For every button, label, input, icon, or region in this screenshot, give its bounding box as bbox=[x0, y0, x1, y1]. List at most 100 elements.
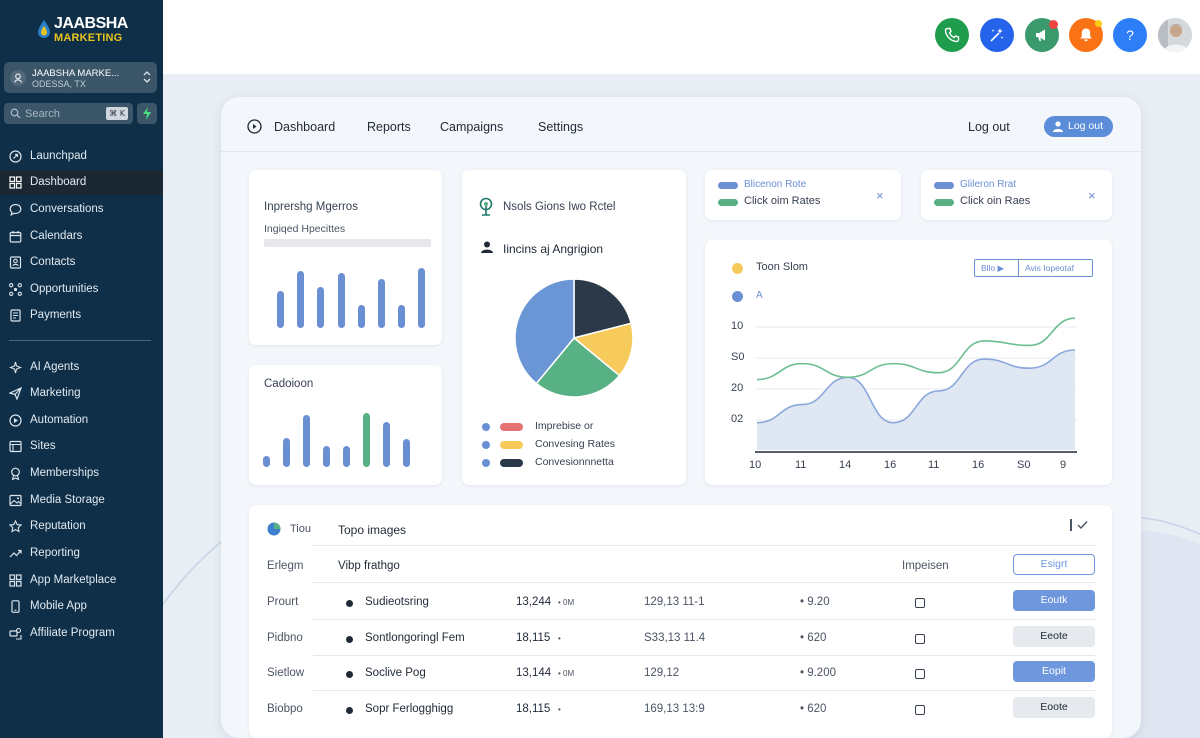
logout-button[interactable]: Log out bbox=[1044, 116, 1113, 137]
row-divider bbox=[313, 655, 1095, 656]
bar bbox=[398, 305, 406, 328]
sidebar-item-automation[interactable]: Automation bbox=[0, 408, 163, 433]
sidebar: JAABSHA MARKETING JAABSHA MARKE... ODESS… bbox=[0, 0, 163, 738]
row-name: Soclive Pog bbox=[365, 667, 426, 679]
sidebar-item-label: Memberships bbox=[30, 467, 100, 479]
sidebar-item-calendars[interactable]: Calendars bbox=[0, 224, 163, 249]
sidebar-item-contacts[interactable]: Contacts bbox=[0, 250, 163, 275]
control-left[interactable]: Bllo ▶ bbox=[981, 263, 1005, 273]
drop-icon bbox=[38, 20, 50, 38]
sidebar-item-reporting[interactable]: Reporting bbox=[0, 541, 163, 566]
quick-action-button[interactable] bbox=[137, 103, 157, 124]
row-label: Pidbno bbox=[267, 632, 303, 644]
row-divider bbox=[313, 582, 1095, 583]
brand-logo[interactable]: JAABSHA MARKETING bbox=[36, 15, 136, 47]
checkbox[interactable] bbox=[915, 634, 925, 644]
sidebar-item-label: Launchpad bbox=[30, 150, 87, 162]
phone-icon bbox=[944, 27, 960, 43]
bar bbox=[323, 446, 330, 467]
control-divider bbox=[1018, 260, 1019, 276]
rate-label: Blicenon Rote bbox=[744, 179, 807, 190]
nav-settings[interactable]: Settings bbox=[538, 120, 584, 134]
row-divider bbox=[313, 619, 1095, 620]
bullet-icon bbox=[346, 671, 353, 678]
sidebar-item-reputation[interactable]: Reputation bbox=[0, 514, 163, 539]
y-tick: S0 bbox=[731, 351, 745, 363]
row-name: Sudieotsring bbox=[365, 596, 429, 608]
sidebar-item-media-storage[interactable]: Media Storage bbox=[0, 488, 163, 513]
memberships-icon bbox=[11, 467, 20, 480]
sidebar-item-conversations[interactable]: Conversations bbox=[0, 197, 163, 222]
star-icon bbox=[9, 520, 22, 533]
x-tick: 14 bbox=[839, 459, 852, 471]
magic-button[interactable] bbox=[980, 18, 1014, 52]
nav-campaigns[interactable]: Campaigns bbox=[440, 120, 504, 134]
series-line bbox=[756, 349, 1076, 424]
notifications-button[interactable] bbox=[1069, 18, 1103, 52]
row-action-button[interactable]: Eoote bbox=[1013, 697, 1095, 718]
export-button[interactable]: Esigrt bbox=[1013, 554, 1095, 575]
row-action-button[interactable]: Eeote bbox=[1013, 626, 1095, 647]
bar bbox=[303, 415, 310, 467]
announcements-button[interactable] bbox=[1025, 18, 1059, 52]
sidebar-item-affiliate-program[interactable]: Affiliate Program bbox=[0, 621, 163, 646]
x-tick: 11 bbox=[928, 459, 940, 471]
nav-reports[interactable]: Reports bbox=[367, 120, 411, 134]
notification-dot bbox=[1049, 20, 1058, 29]
user-avatar[interactable] bbox=[1158, 18, 1192, 52]
sidebar-item-mobile-app[interactable]: Mobile App bbox=[0, 594, 163, 619]
rate-label: Glileron Rrat bbox=[960, 179, 1017, 190]
legend-dot bbox=[482, 423, 490, 431]
sidebar-item-dashboard[interactable]: Dashboard bbox=[0, 170, 163, 195]
legend-dot bbox=[482, 459, 490, 467]
sidebar-item-label: Opportunities bbox=[30, 283, 99, 295]
sidebar-item-ai-agents[interactable]: AI Agents bbox=[0, 355, 163, 380]
close-icon[interactable]: × bbox=[1088, 188, 1096, 203]
play-circle-icon[interactable] bbox=[247, 119, 262, 134]
check-icon[interactable] bbox=[1077, 520, 1088, 530]
sidebar-item-memberships[interactable]: Memberships bbox=[0, 461, 163, 486]
sidebar-item-payments[interactable]: Payments bbox=[0, 303, 163, 328]
sidebar-item-marketing[interactable]: Marketing bbox=[0, 381, 163, 406]
x-tick: 16 bbox=[972, 459, 985, 471]
account-switcher[interactable]: JAABSHA MARKE... ODESSA, TX bbox=[4, 62, 157, 93]
checkbox[interactable] bbox=[915, 705, 925, 715]
nav-dashboard[interactable]: Dashboard bbox=[274, 120, 336, 134]
logout-link[interactable]: Log out bbox=[968, 120, 1010, 134]
help-button[interactable]: ? bbox=[1113, 18, 1147, 52]
checkbox[interactable] bbox=[915, 598, 925, 608]
row-label: Biobpo bbox=[267, 703, 303, 715]
checkbox[interactable] bbox=[915, 669, 925, 679]
row-count: 18,115 bbox=[516, 703, 551, 715]
sidebar-item-opportunities[interactable]: Opportunities bbox=[0, 277, 163, 302]
sidebar-item-sites[interactable]: Sites bbox=[0, 434, 163, 459]
close-icon[interactable]: × bbox=[876, 188, 884, 203]
table-label: Tiou bbox=[290, 523, 311, 535]
legend-dot bbox=[732, 263, 743, 274]
legend-swatch bbox=[718, 182, 738, 189]
sidebar-item-label: AI Agents bbox=[30, 361, 80, 373]
search-icon bbox=[10, 108, 21, 119]
sidebar-item-label: Affiliate Program bbox=[30, 627, 115, 639]
legend-swatch bbox=[718, 199, 738, 206]
row-unit: • bbox=[558, 705, 561, 714]
control-right[interactable]: Avis Iopeotaf bbox=[1025, 263, 1074, 273]
column-header: Impeisen bbox=[902, 560, 949, 572]
user-icon bbox=[481, 241, 493, 253]
sidebar-item-app-marketplace[interactable]: App Marketplace bbox=[0, 568, 163, 593]
row-action-button[interactable]: Eoutk bbox=[1013, 590, 1095, 611]
phone-button[interactable] bbox=[935, 18, 969, 52]
account-location: ODESSA, TX bbox=[32, 79, 86, 89]
sidebar-item-label: Calendars bbox=[30, 230, 83, 242]
mobile-icon bbox=[11, 600, 20, 613]
sidebar-item-label: Conversations bbox=[30, 203, 104, 215]
row-label: Sietlow bbox=[267, 667, 305, 679]
bar bbox=[383, 422, 390, 467]
row-action-button[interactable]: Eopit bbox=[1013, 661, 1095, 682]
chart-controls[interactable]: Bllo ▶ Avis Iopeotaf bbox=[974, 259, 1093, 277]
row-name: Sopr Ferlogghigg bbox=[365, 703, 454, 715]
sidebar-item-launchpad[interactable]: Launchpad bbox=[0, 144, 163, 169]
chat-icon bbox=[9, 203, 22, 216]
search-input[interactable]: Search ⌘ K bbox=[4, 103, 133, 124]
row-count: 13,244 bbox=[516, 596, 552, 608]
